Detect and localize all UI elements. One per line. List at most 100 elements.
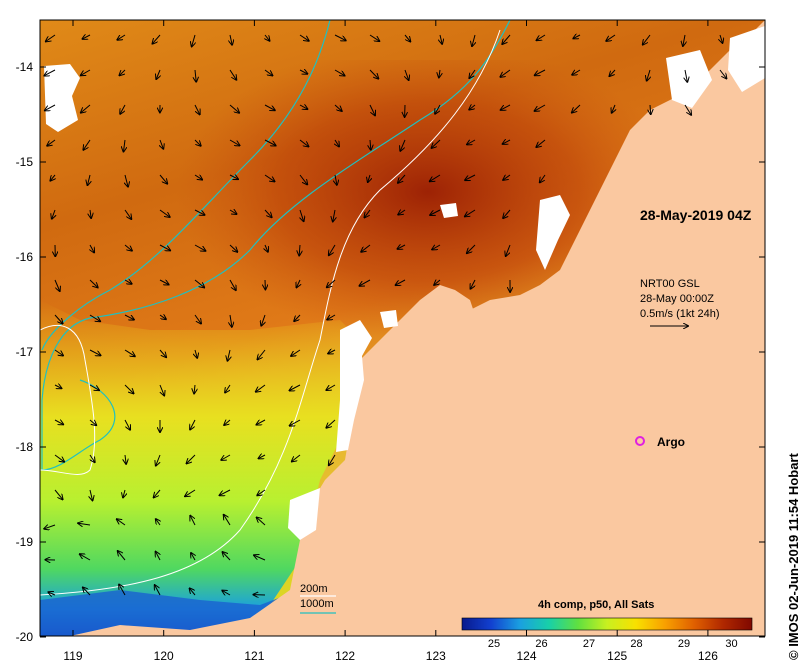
- current-vector-arrow: [222, 591, 231, 595]
- colorbar-tick-label: 26: [535, 638, 547, 650]
- current-vector-arrow: [333, 209, 335, 221]
- current-vector-arrow: [294, 314, 301, 321]
- current-vector-arrow: [47, 139, 56, 146]
- current-vector-arrow: [536, 139, 546, 147]
- current-vector-arrow: [265, 244, 268, 252]
- latitude-tick-label: -15: [16, 155, 34, 169]
- current-vector-arrow: [435, 104, 441, 114]
- current-vector-arrow: [54, 385, 61, 388]
- current-vector-arrow: [299, 34, 309, 41]
- isobath-200m-west: [40, 325, 96, 475]
- current-vector-arrow: [465, 174, 476, 180]
- current-vector-arrow: [229, 175, 238, 179]
- current-vector-arrow: [123, 489, 125, 497]
- current-vector-arrow: [292, 454, 301, 461]
- current-vector-arrow: [257, 489, 266, 495]
- current-vector-arrow: [54, 349, 63, 356]
- current-vector-arrow: [334, 69, 345, 76]
- current-vector-arrow: [83, 588, 91, 596]
- current-vector-arrow: [329, 454, 336, 465]
- current-vector-arrow: [191, 553, 195, 561]
- current-vector-arrow: [540, 174, 546, 182]
- current-vector-arrow: [469, 69, 476, 78]
- current-vector-arrow: [537, 34, 546, 40]
- current-vector-arrow: [369, 34, 379, 41]
- current-vector-arrow: [159, 315, 166, 319]
- current-vector-arrow: [500, 69, 511, 77]
- current-vector-arrow: [155, 585, 161, 596]
- latitude-tick-label: -14: [16, 60, 34, 74]
- current-vector-arrow: [194, 279, 204, 287]
- current-vector-arrow: [52, 209, 55, 219]
- argo-float-marker: [635, 436, 645, 446]
- latitude-tick-label: -19: [16, 535, 34, 549]
- current-vector-arrow: [535, 69, 546, 75]
- current-vector-arrow: [194, 209, 205, 215]
- current-vector-arrow: [159, 384, 164, 395]
- current-vector-arrow: [195, 349, 197, 358]
- current-vector-arrow: [258, 349, 266, 359]
- current-vector-arrow: [90, 209, 91, 218]
- current-vector-arrow: [117, 34, 126, 40]
- colorbar-title: 4h comp, p50, All Sats: [538, 599, 654, 611]
- latitude-tick-label: -17: [16, 345, 34, 359]
- current-time-label: 28-May 00:00Z: [640, 293, 714, 305]
- map-frame: [39, 19, 766, 637]
- current-vector-arrow: [220, 489, 231, 495]
- current-vector-arrow: [299, 139, 308, 147]
- imos-credit: © IMOS 02-Jun-2019 11:54 Hobart: [786, 453, 801, 660]
- current-vector-arrow: [120, 104, 126, 114]
- current-vector-arrow: [610, 69, 616, 76]
- current-vector-arrow: [190, 419, 196, 430]
- longitude-tick-label: 125: [607, 649, 627, 663]
- current-vector-arrow: [647, 69, 650, 81]
- current-vector-arrow: [124, 244, 132, 251]
- longitude-tick-label: 122: [335, 649, 355, 663]
- current-vector-arrow: [430, 174, 441, 181]
- current-vector-arrow: [192, 34, 195, 46]
- colorbar-tick-label: 30: [725, 638, 737, 650]
- current-vector-arrow: [89, 349, 101, 355]
- current-vector-arrow: [119, 585, 126, 596]
- current-vector-arrow: [503, 140, 511, 144]
- current-vector-arrow: [334, 104, 342, 111]
- current-vector-arrow: [159, 209, 170, 217]
- current-vector-arrow: [194, 104, 200, 114]
- current-vector-arrow: [257, 419, 266, 425]
- current-vector-arrow: [159, 244, 170, 250]
- current-vector-arrow: [369, 104, 375, 115]
- current-vector-arrow: [223, 552, 231, 561]
- current-vector-arrow: [299, 174, 307, 184]
- current-vector-arrow: [472, 34, 475, 46]
- current-vector-arrow: [299, 70, 307, 74]
- current-vector-arrow: [369, 69, 378, 79]
- current-vector-arrow: [54, 454, 64, 462]
- current-vector-arrow: [440, 34, 442, 44]
- isobath-legend-200m: 200m: [300, 583, 328, 595]
- current-vector-arrow: [54, 279, 60, 291]
- current-vector-arrow: [471, 279, 476, 289]
- current-vector-arrow: [44, 69, 56, 76]
- isobath-1000m: [41, 20, 511, 471]
- current-vector-arrow: [156, 519, 160, 526]
- current-vector-arrow: [120, 69, 126, 75]
- current-vector-arrow: [506, 244, 511, 256]
- current-vector-arrow: [89, 279, 98, 287]
- current-vector-arrow: [54, 489, 63, 499]
- current-vector-arrow: [153, 34, 161, 44]
- current-vector-arrow: [194, 384, 195, 393]
- colorbar-tick-label: 28: [630, 638, 642, 650]
- current-vector-arrow: [467, 140, 476, 145]
- current-vector-arrow: [78, 523, 91, 525]
- current-vector-arrow: [368, 174, 370, 182]
- current-vector-arrow: [290, 419, 301, 426]
- land-mass-australia: [70, 20, 765, 636]
- image-timestamp: 28-May-2019 04Z: [640, 207, 752, 223]
- current-vector-arrow: [264, 209, 272, 217]
- current-vector-arrow: [257, 518, 266, 526]
- current-vector-arrow: [432, 245, 441, 250]
- current-vector-arrow: [88, 174, 91, 185]
- longitude-axis: 119 120 121 122 123 124 125 126: [63, 20, 718, 663]
- longitude-tick-label: 120: [154, 649, 174, 663]
- current-vector-arrow: [156, 552, 160, 561]
